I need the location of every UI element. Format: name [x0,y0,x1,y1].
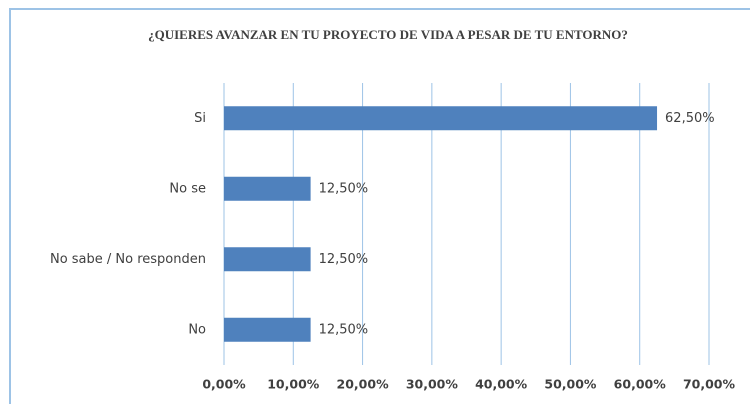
y-tick-label: No se [169,181,206,196]
x-tick-label: 70,00% [683,377,736,392]
y-tick-label: No [188,322,206,337]
data-label: 12,50% [319,322,369,337]
x-tick-label: 40,00% [475,377,528,392]
x-tick-label: 10,00% [267,377,320,392]
chart-frame [9,8,750,404]
x-tick-label: 20,00% [337,377,390,392]
x-tick-label: 30,00% [406,377,459,392]
data-label: 12,50% [319,252,369,267]
chart-title: ¿QUIERES AVANZAR EN TU PROYECTO DE VIDA … [148,27,628,42]
bar [224,106,658,131]
data-label: 12,50% [319,181,369,196]
x-tick-label: 0,00% [202,377,246,392]
y-tick-label: No sabe / No responden [50,252,206,267]
bar [224,176,311,201]
x-tick-label: 60,00% [614,377,667,392]
bar [224,317,311,342]
y-tick-label: Si [194,111,206,126]
data-label: 62,50% [665,111,715,126]
bar [224,247,311,272]
x-tick-label: 50,00% [544,377,597,392]
